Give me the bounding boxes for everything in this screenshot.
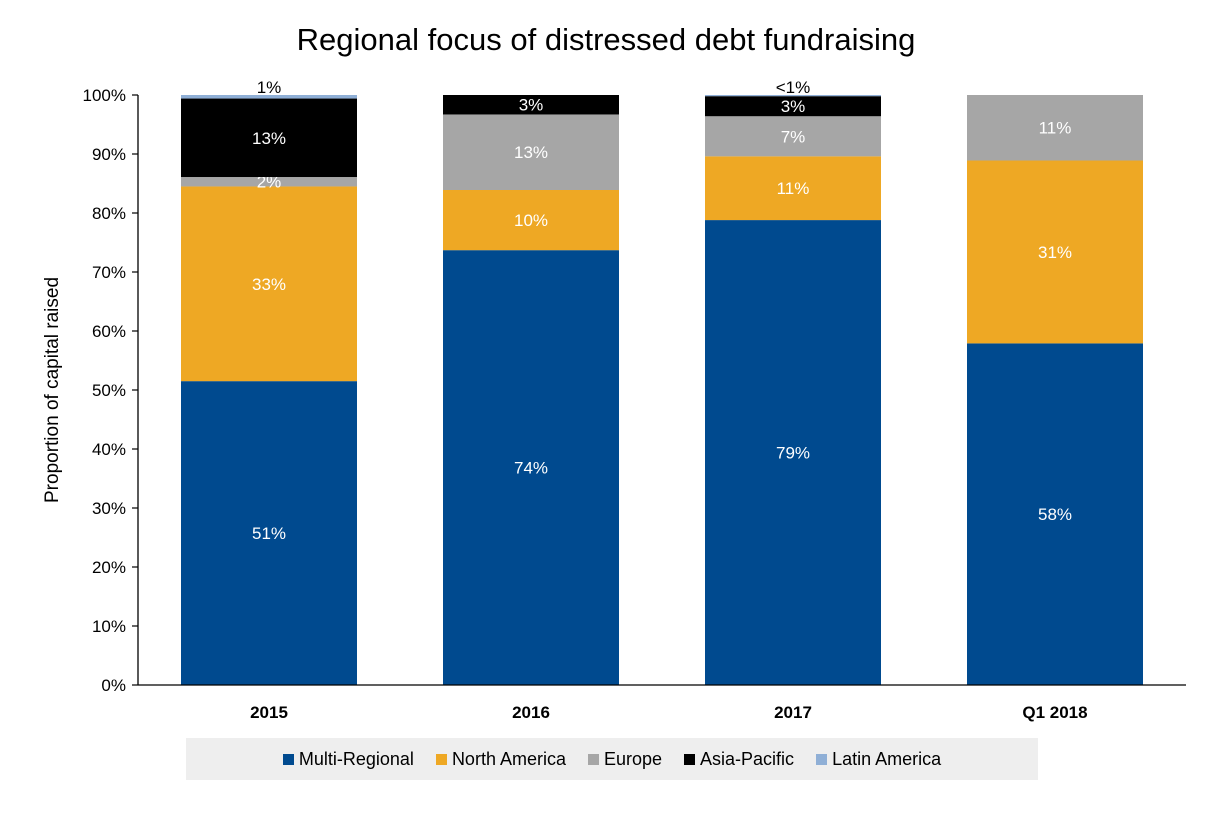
data-label: 11% bbox=[777, 179, 810, 198]
bar-europe bbox=[705, 116, 881, 157]
data-label: 51% bbox=[252, 524, 286, 543]
bar-multi-regional bbox=[705, 220, 881, 685]
data-label: 3% bbox=[519, 96, 544, 115]
y-tick-label: 10% bbox=[92, 617, 126, 636]
bar-asia-pacific bbox=[443, 95, 619, 115]
data-label: 74% bbox=[514, 459, 548, 478]
data-label: 10% bbox=[514, 211, 548, 230]
bar-multi-regional bbox=[181, 381, 357, 685]
y-axis-label: Proportion of capital raised bbox=[42, 277, 63, 503]
y-tick-label: 0% bbox=[101, 676, 126, 695]
legend-swatch bbox=[435, 753, 447, 765]
data-label: 3% bbox=[781, 97, 806, 116]
legend-swatch bbox=[587, 753, 599, 765]
data-label: 13% bbox=[514, 143, 548, 162]
y-tick-label: 80% bbox=[92, 204, 126, 223]
x-tick-label: Q1 2018 bbox=[1022, 703, 1087, 722]
legend-swatch bbox=[816, 753, 828, 765]
data-label: <1% bbox=[776, 78, 811, 97]
legend-item: Asia-Pacific bbox=[684, 749, 794, 770]
data-label: 31% bbox=[1038, 243, 1072, 262]
bar-multi-regional bbox=[443, 250, 619, 686]
bar-multi-regional bbox=[967, 343, 1143, 685]
legend-label: North America bbox=[451, 748, 566, 769]
data-label: 7% bbox=[781, 127, 806, 146]
data-label: 79% bbox=[776, 444, 810, 463]
y-tick-label: 50% bbox=[92, 381, 126, 400]
legend-item: Multi-Regional bbox=[282, 748, 414, 770]
y-tick-label: 60% bbox=[92, 322, 126, 341]
y-tick-label: 30% bbox=[92, 499, 126, 518]
y-tick-label: 70% bbox=[92, 263, 126, 282]
legend-label: Europe bbox=[603, 748, 663, 769]
data-label: 2% bbox=[257, 173, 282, 192]
legend-item: Latin America bbox=[816, 749, 941, 770]
bar-latin-america bbox=[181, 95, 357, 99]
data-label: 33% bbox=[252, 275, 286, 294]
data-label: 1% bbox=[257, 78, 282, 97]
bar-europe bbox=[967, 95, 1143, 161]
y-tick-label: 100% bbox=[83, 86, 126, 105]
x-tick-label: 2016 bbox=[512, 703, 550, 722]
data-label: 11% bbox=[1039, 119, 1072, 138]
bar-latin-america bbox=[705, 95, 881, 97]
bar-europe bbox=[443, 114, 619, 190]
bar-north-america bbox=[443, 189, 619, 251]
bar-asia-pacific bbox=[705, 96, 881, 117]
legend: Multi-Regional North America Europe Asia-Pa… bbox=[186, 738, 1038, 780]
legend-label: Latin America bbox=[832, 748, 942, 769]
x-tick-label: 2015 bbox=[250, 703, 288, 722]
legend-label: Asia-Pacific bbox=[700, 748, 795, 769]
data-label: 13% bbox=[252, 129, 286, 148]
bar-asia-pacific bbox=[181, 98, 357, 178]
chart-title: Regional focus of distressed debt fundra… bbox=[296, 22, 916, 57]
x-axis: 2015 2016 2017 Q1 2018 bbox=[138, 684, 1186, 722]
y-tick-label: 20% bbox=[92, 558, 126, 577]
y-tick-label: 40% bbox=[92, 440, 126, 459]
bar-north-america bbox=[181, 186, 357, 382]
y-tick-label: 90% bbox=[92, 145, 126, 164]
bar-north-america bbox=[967, 160, 1143, 344]
legend-swatch bbox=[684, 753, 696, 765]
legend-label: Multi-Regional bbox=[298, 748, 414, 769]
data-label: 58% bbox=[1038, 505, 1072, 524]
bar-north-america bbox=[705, 156, 881, 221]
legend-item: Europe bbox=[587, 748, 663, 770]
x-tick-label: 2017 bbox=[774, 703, 812, 722]
legend-item: North America bbox=[435, 748, 566, 770]
legend-swatch bbox=[282, 753, 294, 765]
y-axis: 0% 10% 20% 30% 40% 50% 60% 70% 80% 90% 100% bbox=[83, 86, 139, 695]
bar-europe bbox=[181, 177, 357, 187]
bars-group: 51%33%2%13%1%74%10%13%3%79%11%7%3%<1%58%… bbox=[181, 78, 1143, 686]
